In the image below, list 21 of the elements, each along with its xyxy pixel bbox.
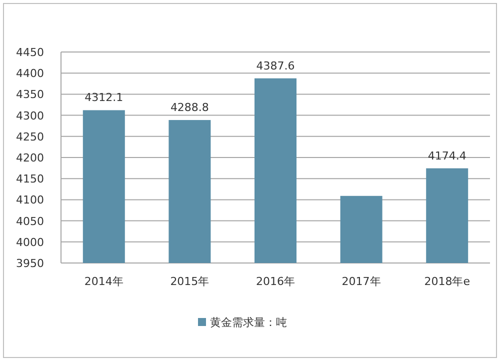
data-label: 4174.4: [428, 149, 466, 162]
x-tick-label: 2018年e: [424, 275, 470, 288]
y-tick-label: 4400: [16, 67, 44, 80]
y-tick-label: 4000: [16, 236, 44, 249]
y-tick-label: 3950: [16, 257, 44, 270]
y-tick-label: 4300: [16, 109, 44, 122]
legend-label: 黄金需求量：吨: [210, 316, 287, 329]
x-tick-label: 2017年: [342, 275, 381, 288]
data-label: 4387.6: [256, 59, 295, 72]
data-label: 4312.1: [84, 91, 124, 104]
y-tick-label: 4050: [16, 214, 44, 228]
y-tick-label: 4200: [16, 152, 44, 164]
x-tick-label: 2015年: [170, 275, 210, 288]
y-tick-label: 4150: [16, 172, 44, 186]
data-label: 4288.8: [170, 101, 209, 114]
y-tick-label: 4250: [16, 130, 44, 144]
x-tick-label: 2014年: [84, 275, 124, 288]
y-tick-label: 4450: [16, 46, 44, 59]
y-tick-label: 4350: [16, 88, 44, 102]
y-tick-label: 4100: [16, 194, 44, 207]
x-tick-label: 2016年: [256, 275, 295, 288]
